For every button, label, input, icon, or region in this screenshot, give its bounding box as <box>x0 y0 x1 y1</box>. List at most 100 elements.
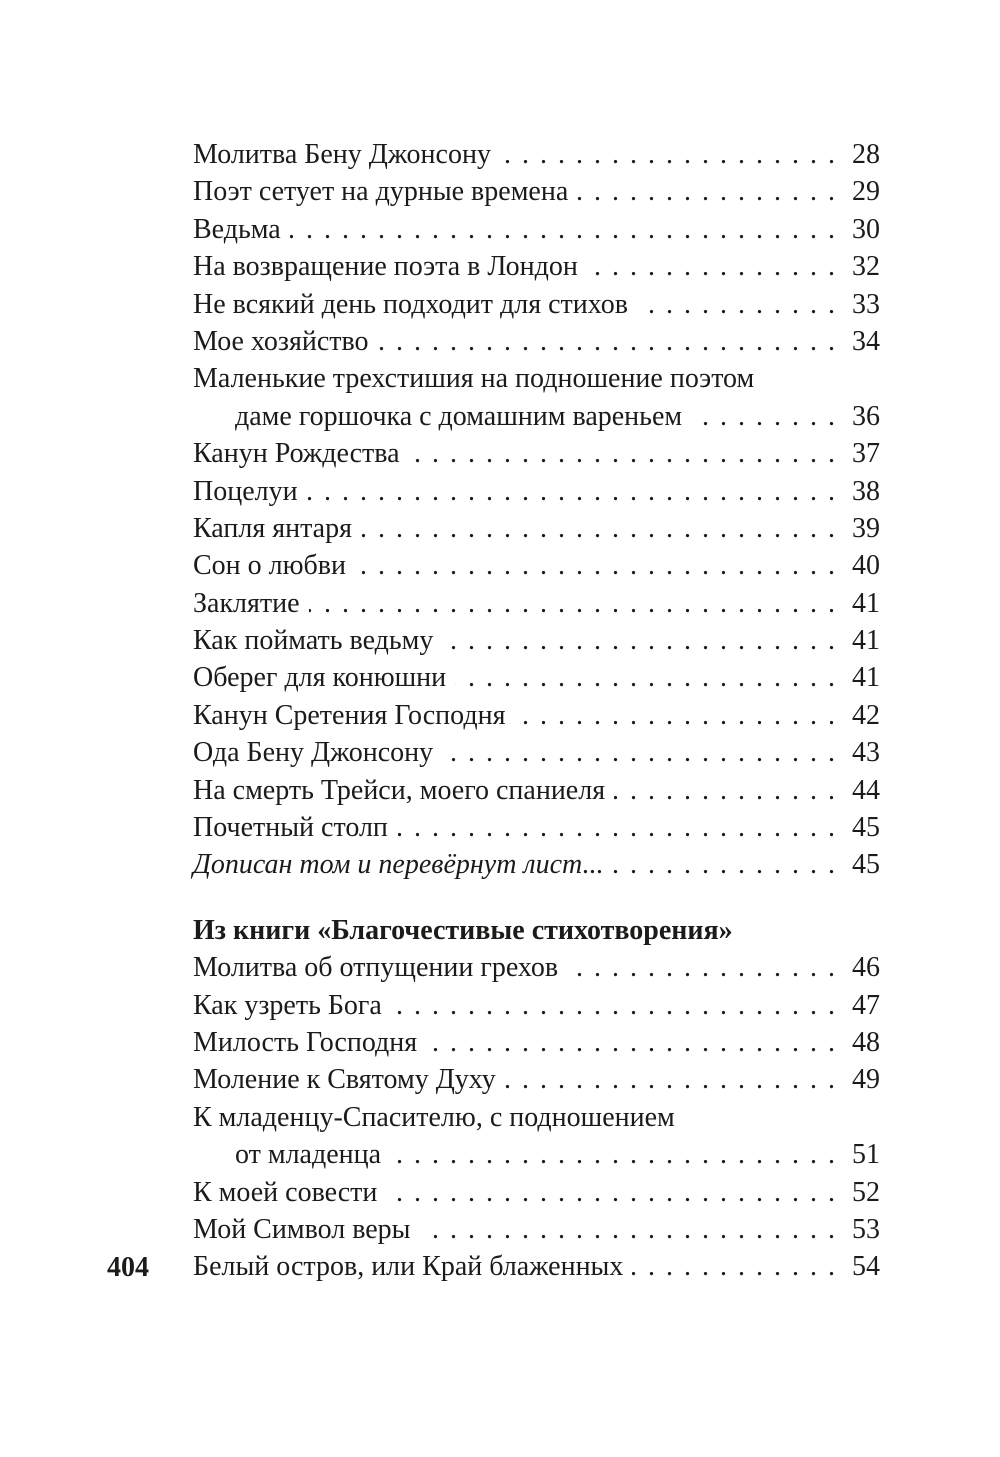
dot-leader <box>307 473 837 510</box>
toc-entry-row: Моление к Святому Духу 49 <box>193 1061 880 1098</box>
toc-entry-page-number: 42 <box>852 699 880 731</box>
dot-leader <box>378 323 837 360</box>
toc-entry-row: Оберег для конюшни 41 <box>193 659 880 696</box>
toc-entry-page-number: 29 <box>852 176 880 208</box>
dot-leader <box>386 1174 837 1211</box>
section-heading: Из книги «Благочестивые стихотворения» <box>193 914 733 946</box>
toc-entry-title: Почетный столп <box>193 812 388 844</box>
dot-leader <box>397 809 837 846</box>
toc-entry-title: Милость Господня <box>193 1027 418 1058</box>
toc-entry-row: Мой Символ веры 53 <box>193 1211 880 1248</box>
toc-entry-page-number: 34 <box>852 325 880 357</box>
toc-entry-title: Ведьма <box>193 213 281 245</box>
toc-entry-title: Мое хозяйство <box>193 325 369 357</box>
toc-entry-title: Белый остров, или Край блаженных <box>193 1251 624 1283</box>
toc-entry-row: Почетный столп 45 <box>193 809 880 846</box>
toc-rows: Молитва Бену Джонсону28Поэт сетует на ду… <box>193 136 880 884</box>
toc-entry-row: Дописан том и перевёрнут лист... 45 <box>193 846 880 883</box>
toc-entry-row: Как узреть Бога 47 <box>193 987 880 1024</box>
toc-entry-page-number: 45 <box>852 812 880 844</box>
toc-entry-row: Канун Рождества 37 <box>193 435 880 472</box>
toc-entry-page-number: 32 <box>852 251 880 283</box>
toc-entry-page-number: 28 <box>852 139 880 170</box>
toc-entry-row: Молитва об отпущении грехов 46 <box>193 949 880 986</box>
toc-entry-title: Как узреть Бога <box>193 989 382 1021</box>
dot-leader <box>500 136 837 173</box>
toc-entry-title: Поэт сетует на дурные времена <box>193 176 569 208</box>
toc-entry-title: На возвращение поэта в Лондон <box>193 251 578 283</box>
dot-leader <box>637 286 837 323</box>
dot-leader <box>309 585 837 622</box>
toc-entry-page-number: 36 <box>852 400 880 432</box>
dot-leader <box>390 1136 837 1173</box>
toc-entry-page-number: 40 <box>852 550 880 582</box>
dot-leader <box>613 846 837 883</box>
toc-entry-page-number: 51 <box>852 1139 880 1171</box>
toc-entry-row: от младенца 51 <box>193 1136 880 1173</box>
toc-entry-row: Заклятие 41 <box>193 585 880 622</box>
dot-leader <box>614 772 837 809</box>
table-of-contents: Молитва Бену Джонсону28Поэт сетует на ду… <box>193 136 880 1286</box>
dot-leader <box>420 1211 838 1248</box>
dot-leader <box>505 1061 837 1098</box>
toc-entry-row: Поцелуи 38 <box>193 473 880 510</box>
toc-entry-page-number: 53 <box>852 1213 880 1245</box>
toc-entry-row: Поэт сетует на дурные времена 29 <box>193 173 880 210</box>
toc-entry-title: Как поймать ведьму <box>193 625 434 657</box>
toc-entry-page-number: 48 <box>852 1027 880 1058</box>
dot-leader <box>391 987 837 1024</box>
toc-entry-row: Маленькие трехстишия на подношение поэто… <box>193 360 880 397</box>
toc-entry-title: Мой Символ веры <box>193 1213 411 1245</box>
dot-leader <box>355 547 837 584</box>
toc-entry-page-number: 33 <box>852 288 880 320</box>
toc-entry-page-number: 44 <box>852 774 880 806</box>
toc-entry-title: Молитва об отпущении грехов <box>193 952 559 984</box>
toc-section-noble-numbers: Из книги «Благочестивые стихотворения» М… <box>193 912 880 1286</box>
toc-section-herrick: Молитва Бену Джонсону28Поэт сетует на ду… <box>193 136 880 884</box>
dot-leader <box>514 697 837 734</box>
toc-entry-title: Дописан том и перевёрнут лист... <box>193 849 604 881</box>
dot-leader <box>587 248 837 285</box>
toc-entry-row: Не всякий день подходит для стихов 33 <box>193 286 880 323</box>
toc-entry-page-number: 46 <box>852 952 880 984</box>
dot-leader <box>577 173 837 210</box>
toc-entry-row: Сон о любви 40 <box>193 547 880 584</box>
dot-leader <box>442 734 837 771</box>
toc-entry-title: Не всякий день подходит для стихов <box>193 288 628 320</box>
dot-leader <box>361 510 837 547</box>
toc-entry-page-number: 54 <box>852 1251 880 1283</box>
toc-entry-page-number: 38 <box>852 475 880 507</box>
toc-entry-title: Заклятие <box>193 587 300 619</box>
toc-entry-page-number: 41 <box>852 625 880 657</box>
dot-leader <box>632 1248 837 1285</box>
toc-entry-row: Молитва Бену Джонсону 28 <box>193 136 880 173</box>
toc-entry-row: Мое хозяйство 34 <box>193 323 880 360</box>
dot-leader <box>691 398 837 435</box>
toc-entry-page-number: 49 <box>852 1064 880 1096</box>
dot-leader <box>409 435 837 472</box>
toc-entry-row: На смерть Трейси, моего спаниеля 44 <box>193 772 880 809</box>
toc-entry-title: Молитва Бену Джонсону <box>193 139 491 170</box>
toc-entry-page-number: 41 <box>852 587 880 619</box>
toc-entry-row: Милость Господня 48 <box>193 1024 880 1061</box>
toc-entry-row: Ведьма 30 <box>193 211 880 248</box>
toc-entry-page-number: 52 <box>852 1176 880 1208</box>
toc-entry-title: Поцелуи <box>193 475 298 507</box>
dot-leader <box>567 949 837 986</box>
toc-entry-row: Как поймать ведьму 41 <box>193 622 880 659</box>
toc-entry-page-number: 45 <box>852 849 880 881</box>
toc-entry-title: Капля янтаря <box>193 512 352 544</box>
toc-entry-title: Моление к Святому Духу <box>193 1064 496 1096</box>
toc-entry-row: Белый остров, или Край блаженных 54 <box>193 1248 880 1285</box>
toc-entry-title: К младенцу-Спасителю, с подношением <box>193 1101 675 1133</box>
toc-entry-title: Канун Рождества <box>193 438 400 470</box>
dot-leader <box>455 659 837 696</box>
dot-leader <box>442 622 837 659</box>
toc-entry-title: Ода Бену Джонсону <box>193 737 434 769</box>
toc-entry-row: Канун Сретения Господня 42 <box>193 697 880 734</box>
toc-entry-page-number: 30 <box>852 213 880 245</box>
toc-entry-title: даме горшочка с домашним вареньем <box>235 400 683 432</box>
dot-leader <box>290 211 837 248</box>
toc-entry-title: К моей совести <box>193 1176 378 1208</box>
